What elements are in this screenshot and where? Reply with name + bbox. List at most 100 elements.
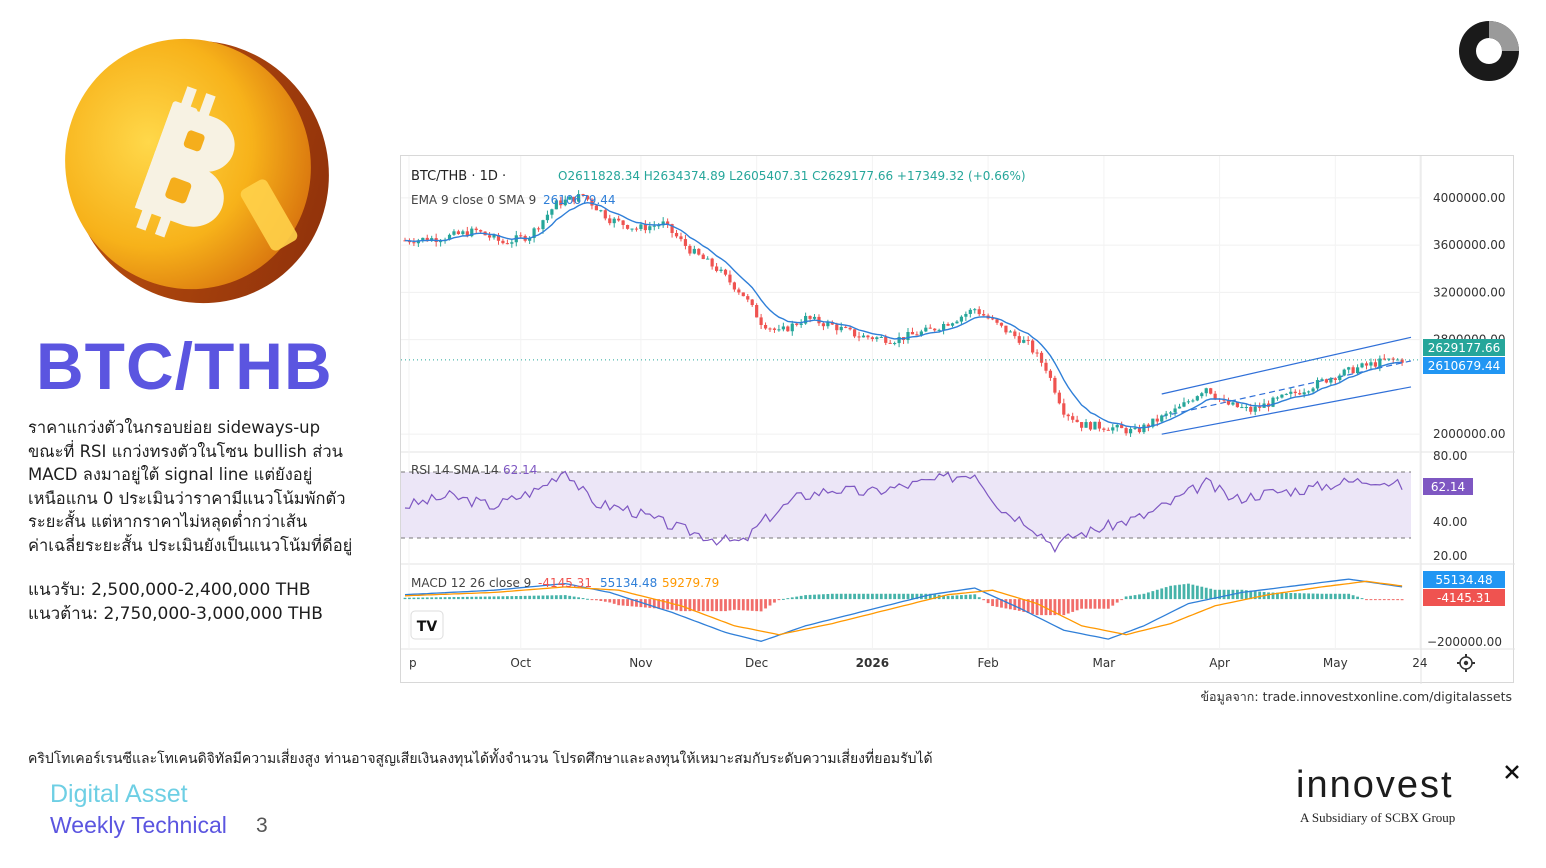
histogram-bar bbox=[1004, 599, 1008, 609]
candle-body bbox=[1004, 325, 1008, 333]
candle-body bbox=[563, 199, 567, 206]
price-tick: 2000000.00 bbox=[1433, 427, 1506, 441]
histogram-bar bbox=[897, 593, 901, 600]
histogram-bar bbox=[808, 594, 812, 600]
histogram-bar bbox=[1311, 593, 1315, 600]
histogram-bar bbox=[581, 598, 585, 600]
candle-body bbox=[1204, 388, 1208, 394]
candlestick-series bbox=[403, 190, 1404, 437]
last-price-tag bbox=[1423, 339, 1505, 356]
histogram-bar bbox=[479, 596, 483, 600]
histogram-bar bbox=[1280, 592, 1284, 600]
histogram-bar bbox=[893, 593, 897, 600]
support-level: แนวรับ: 2,500,000-2,400,000 THB bbox=[28, 580, 311, 600]
histogram-bar bbox=[1400, 599, 1404, 601]
candle-body bbox=[585, 195, 590, 200]
histogram-bar bbox=[563, 595, 567, 600]
hist-tag bbox=[1423, 589, 1505, 606]
candle-body bbox=[1044, 362, 1048, 371]
candle-body bbox=[982, 314, 986, 316]
signal-value: 59279.79 bbox=[662, 576, 719, 590]
candle-body bbox=[1173, 408, 1177, 413]
candle-body bbox=[465, 231, 469, 237]
candle-body bbox=[572, 196, 576, 202]
candle-body bbox=[439, 241, 443, 243]
histogram-bar bbox=[955, 595, 959, 600]
histogram-bar bbox=[514, 596, 518, 600]
candle-body bbox=[1355, 367, 1360, 374]
candle-body bbox=[835, 324, 839, 331]
candle-body bbox=[759, 317, 763, 325]
candle-body bbox=[804, 315, 808, 324]
candle-body bbox=[1347, 367, 1351, 370]
histogram-bar bbox=[732, 599, 736, 610]
candle-body bbox=[1231, 402, 1235, 405]
tradingview-logo[interactable] bbox=[410, 610, 444, 640]
candle-body bbox=[955, 321, 959, 324]
candle-body bbox=[701, 254, 705, 260]
candle-body bbox=[1387, 358, 1391, 360]
histogram-bar bbox=[928, 593, 932, 600]
candle-body bbox=[1244, 406, 1248, 408]
histogram-bar bbox=[492, 596, 496, 600]
candle-body bbox=[532, 228, 536, 238]
histogram-bar bbox=[866, 593, 870, 600]
histogram-bar bbox=[777, 599, 781, 601]
description-line: ขณะที่ RSI แกว่งทรงตัวในโซน bullish ส่วน bbox=[28, 441, 343, 461]
histogram-bar bbox=[1258, 591, 1262, 600]
last-price-value: 2629177.66 bbox=[1428, 341, 1501, 355]
candle-body bbox=[1213, 393, 1217, 399]
histogram-bar bbox=[1155, 589, 1159, 600]
candle-body bbox=[657, 225, 661, 227]
footer-series-subtitle: Weekly Technical bbox=[50, 812, 227, 838]
candle-body bbox=[924, 327, 928, 332]
histogram-bar bbox=[1338, 593, 1342, 600]
histogram-bar bbox=[439, 597, 443, 600]
candle-body bbox=[795, 323, 799, 325]
histogram-bar bbox=[964, 594, 968, 600]
histogram-bar bbox=[986, 599, 990, 604]
candle-body bbox=[594, 205, 599, 211]
candle-body bbox=[1226, 400, 1231, 405]
candle-body bbox=[1177, 406, 1182, 409]
candle-body bbox=[884, 336, 888, 343]
candle-body bbox=[1195, 396, 1199, 401]
histogram-bar bbox=[1075, 599, 1079, 611]
histogram-bar bbox=[483, 596, 487, 600]
histogram-bar bbox=[1351, 595, 1355, 600]
candle-body bbox=[1258, 406, 1262, 408]
time-tick: Apr bbox=[1209, 656, 1230, 670]
candle-body bbox=[536, 228, 541, 230]
histogram-bar bbox=[595, 599, 598, 601]
histogram-bar bbox=[853, 593, 856, 600]
histogram-bar bbox=[1284, 592, 1288, 600]
histogram-bar bbox=[648, 599, 652, 608]
histogram-bar bbox=[830, 593, 834, 600]
histogram-bar bbox=[839, 593, 843, 600]
candle-body bbox=[1133, 427, 1137, 429]
histogram-bar bbox=[1240, 589, 1244, 600]
price-chart[interactable]: BTC/THB · 1D · O2611828.34 H2634374.89 L… bbox=[400, 155, 1515, 684]
candle-body bbox=[1017, 336, 1021, 343]
candle-body bbox=[1093, 421, 1097, 430]
histogram-bar bbox=[844, 593, 848, 600]
candle-body bbox=[1057, 392, 1061, 404]
candle-body bbox=[1307, 391, 1311, 393]
gear-icon[interactable] bbox=[1457, 654, 1475, 672]
page-title: BTC/THB bbox=[36, 329, 333, 403]
description-line: เหนือแกน 0 ประเมินว่าราคามีแนวโน้มพักตัว bbox=[28, 488, 346, 508]
ema-price-value: 2610679.44 bbox=[1428, 359, 1501, 373]
candle-body bbox=[643, 224, 647, 231]
rsi-tick: 40.00 bbox=[1433, 515, 1467, 529]
histogram-bar bbox=[813, 594, 816, 600]
candle-body bbox=[1111, 427, 1115, 431]
candle-body bbox=[447, 234, 452, 240]
histogram-bar bbox=[1035, 599, 1039, 616]
histogram-bar bbox=[1373, 599, 1377, 601]
rsi-value: 62.14 bbox=[503, 463, 537, 477]
histogram-bar bbox=[1213, 589, 1217, 600]
brand-name: innovest bbox=[1296, 764, 1454, 806]
histogram-bar bbox=[764, 599, 767, 609]
histogram-bar bbox=[1115, 599, 1119, 603]
candle-body bbox=[875, 337, 879, 340]
